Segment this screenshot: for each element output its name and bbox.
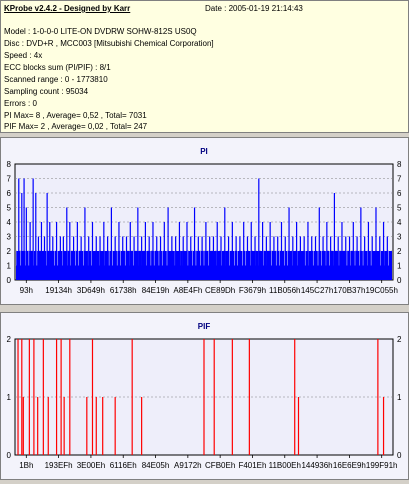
x-tick-label: 84E05h [142,461,170,470]
x-tick-label: 61738h [110,286,137,295]
y-tick-label-right: 0 [397,276,402,285]
y-tick-label-right: 2 [397,247,402,256]
y-tick-label-right: 4 [397,218,402,227]
y-tick-label-left: 4 [7,218,12,227]
y-tick-label-right: 8 [397,160,402,169]
y-tick-label-right: 1 [397,262,402,271]
x-tick-label: 3E00Eh [77,461,105,470]
x-tick-label: 170B37h [333,286,365,295]
info-line-errors: Errors : 0 [4,99,37,108]
x-tick-label: A8E4Fh [173,286,202,295]
info-panel: KProbe v2.4.2 - Designed by Karr Date : … [0,0,409,133]
info-line-pif-summary: PIF Max= 2 , Average= 0,02 , Total= 247 [4,122,148,131]
x-tick-label: 11B056h [269,286,300,295]
info-line-sampling: Sampling count : 95034 [4,87,89,96]
y-tick-label-left: 8 [7,160,12,169]
y-tick-label-right: 5 [397,204,402,213]
x-tick-label: 11B00Eh [269,461,301,470]
x-tick-label: 16E6E9h [333,461,366,470]
x-tick-label: 19C055h [365,286,397,295]
y-tick-label-right: 2 [397,335,402,344]
info-line-pi-summary: PI Max= 8 , Average= 0,52 , Total= 7031 [4,111,147,120]
y-tick-label-left: 1 [7,262,12,271]
info-line-model: Model : 1-0-0-0 LITE-ON DVDRW SOHW-812S … [4,27,197,36]
x-tick-label: 199F91h [366,461,398,470]
info-line-disc: Disc : DVD+R , MCC003 [Mitsubishi Chemic… [4,39,214,48]
y-tick-label-right: 0 [397,451,402,460]
pif-chart-panel: PIF 0 0 1 1 2 2 1Bh 193EFh 3E00Eh 6116Eh 84E05h A917… [0,312,409,480]
x-tick-label: F3679h [239,286,266,295]
chart-title: PIF [198,322,211,331]
pi-chart: PI 0 0 1 1 2 2 3 3 4 4 5 5 6 6 7 7 8 8 93h 19134h 3D649h 61738… [7,147,402,295]
y-tick-label-left: 2 [7,335,12,344]
chart-title: PI [200,147,208,156]
y-tick-label-left: 6 [7,189,12,198]
y-tick-label-right: 7 [397,175,402,184]
x-tick-label: 3D649h [77,286,105,295]
y-tick-label-right: 3 [397,233,402,242]
scan-date: Date : 2005-01-19 21:14:43 [205,4,303,13]
x-tick-label: 144936h [301,461,332,470]
x-tick-label: CE89Dh [205,286,235,295]
x-tick-label: 84E19h [142,286,170,295]
x-tick-label: 145C27h [301,286,333,295]
x-tick-label: 193EFh [45,461,73,470]
pi-chart-panel: PI 0 0 1 1 2 2 3 3 4 4 5 5 6 6 7 7 8 8 93h 19134h 3D649h 61738… [0,137,409,305]
app-title: KProbe v2.4.2 - Designed by Karr [4,4,131,13]
info-line-speed: Speed : 4x [4,51,43,60]
y-tick-label-left: 3 [7,233,12,242]
y-tick-label-right: 6 [397,189,402,198]
x-tick-label: A9172h [174,461,202,470]
pif-chart: PIF 0 0 1 1 2 2 1Bh 193EFh 3E00Eh 6116Eh 84E05h A917… [7,322,402,470]
y-tick-label-left: 5 [7,204,12,213]
y-tick-label-right: 1 [397,393,402,402]
info-line-range: Scanned range : 0 - 1773810 [4,75,108,84]
y-tick-label-left: 7 [7,175,12,184]
x-tick-label: CFB0Eh [205,461,235,470]
y-tick-label-left: 0 [7,276,12,285]
x-tick-label: 1Bh [19,461,33,470]
info-line-ecc: ECC blocks sum (PI/PIF) : 8/1 [4,63,111,72]
y-tick-label-left: 2 [7,247,12,256]
x-tick-label: F401Eh [238,461,266,470]
x-tick-label: 6116Eh [110,461,137,470]
y-tick-label-left: 1 [7,393,12,402]
x-tick-label: 93h [20,286,33,295]
x-tick-label: 19134h [45,286,72,295]
y-tick-label-left: 0 [7,451,12,460]
